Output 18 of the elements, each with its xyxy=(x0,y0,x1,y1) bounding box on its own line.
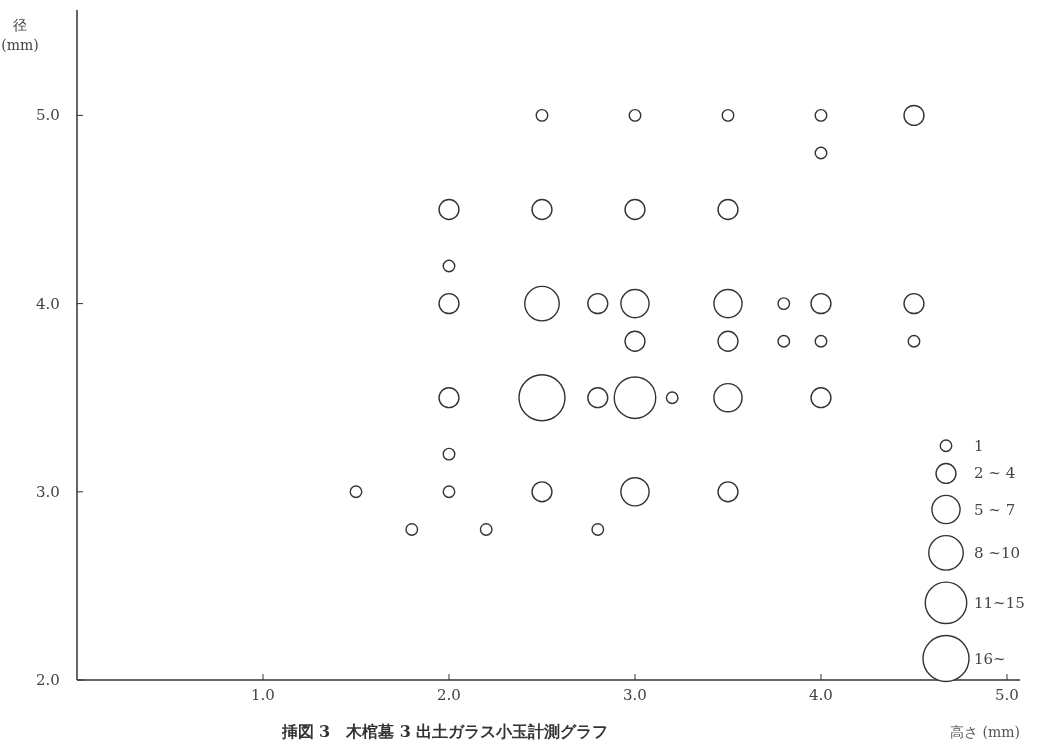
legend-label: 1 xyxy=(974,436,984,455)
x-tick-label: 5.0 xyxy=(995,686,1019,704)
y-tick-label: 5.0 xyxy=(36,106,60,125)
y-tick-label: 4.0 xyxy=(36,294,60,313)
legend-label: 5 ~ 7 xyxy=(974,500,1016,519)
legend-label: 2 ~ 4 xyxy=(974,464,1016,483)
y-tick-label: 3.0 xyxy=(36,482,60,501)
x-tick-label: 3.0 xyxy=(623,686,647,704)
y-tick-label: 2.0 xyxy=(36,671,60,689)
legend-label: 8 ~10 xyxy=(974,543,1020,562)
y-axis-title: 径 (mm) xyxy=(1,17,39,53)
text: 挿図 3 木棺墓 3 出土ガラス小玉計測グラフ xyxy=(280,722,609,741)
x-axis-title: 高さ (mm) xyxy=(950,724,1020,740)
x-tick-label: 1.0 xyxy=(251,686,275,704)
legend-label: 11~15 xyxy=(974,593,1025,612)
legend-label: 16~ xyxy=(974,649,1006,668)
x-tick-label: 4.0 xyxy=(809,686,833,704)
x-tick-label: 2.0 xyxy=(437,686,461,704)
